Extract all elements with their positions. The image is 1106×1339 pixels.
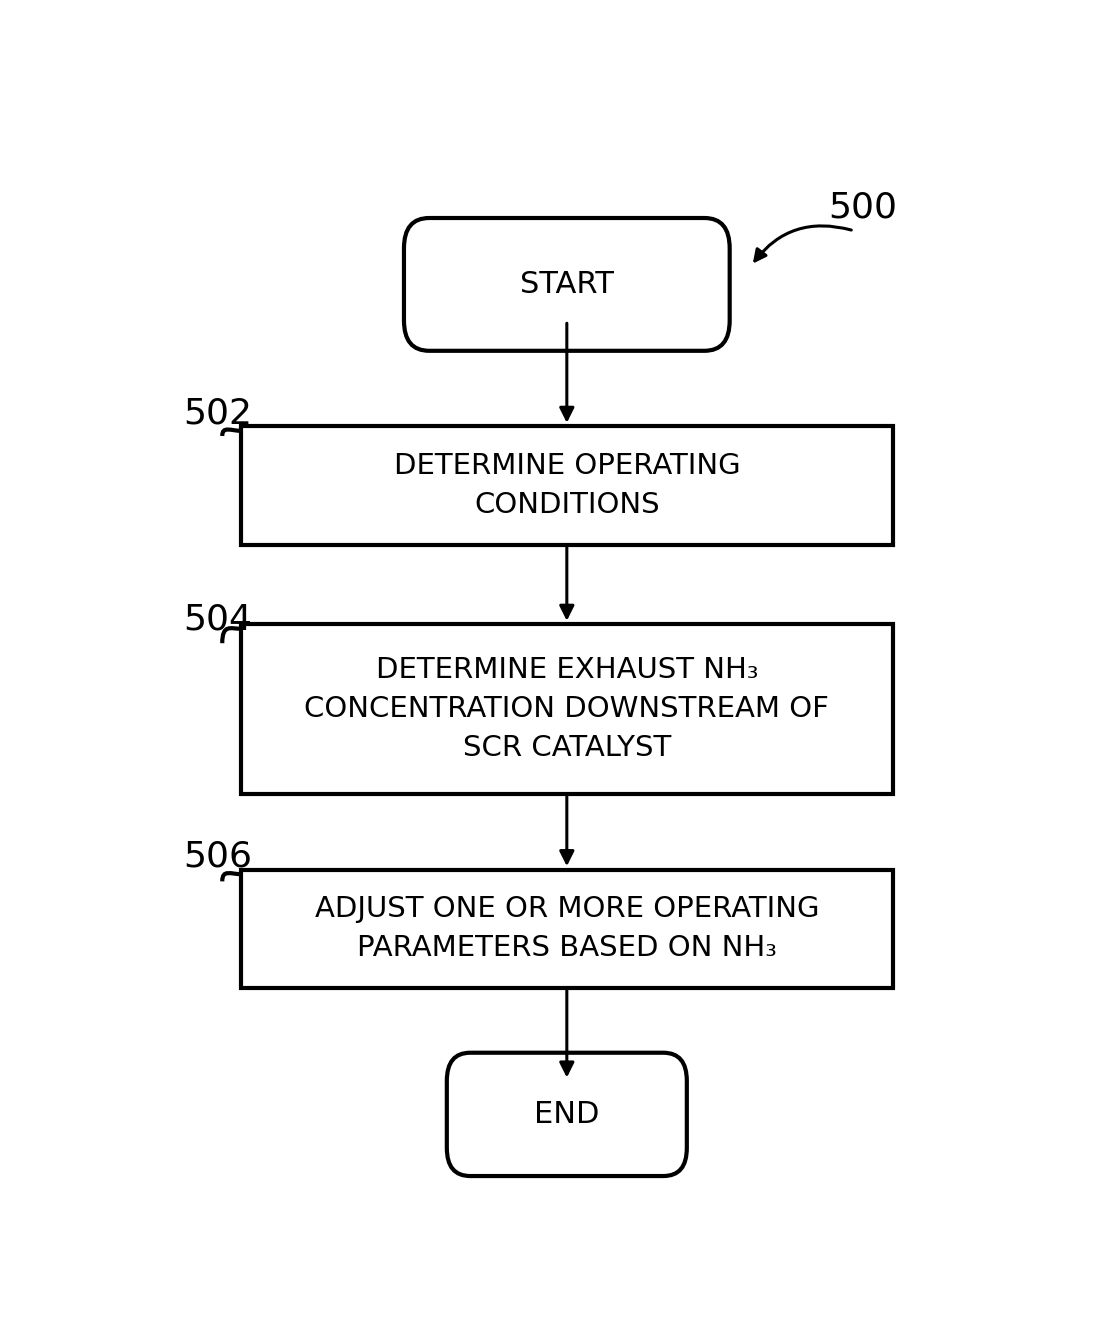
Text: 504: 504 [184, 603, 252, 636]
Bar [241, 869, 893, 988]
Text: 502: 502 [184, 396, 252, 430]
Text: 500: 500 [828, 190, 897, 224]
Text: 506: 506 [184, 840, 252, 873]
FancyBboxPatch shape [404, 218, 730, 351]
Text: START: START [520, 270, 614, 299]
FancyBboxPatch shape [447, 1052, 687, 1176]
Text: ADJUST ONE OR MORE OPERATING
PARAMETERS BASED ON NH₃: ADJUST ONE OR MORE OPERATING PARAMETERS … [314, 896, 820, 963]
Bar [241, 624, 893, 794]
Text: END: END [534, 1099, 599, 1129]
Text: DETERMINE EXHAUST NH₃
CONCENTRATION DOWNSTREAM OF
SCR CATALYST: DETERMINE EXHAUST NH₃ CONCENTRATION DOWN… [304, 656, 830, 762]
Text: DETERMINE OPERATING
CONDITIONS: DETERMINE OPERATING CONDITIONS [394, 453, 740, 520]
Bar [241, 426, 893, 545]
